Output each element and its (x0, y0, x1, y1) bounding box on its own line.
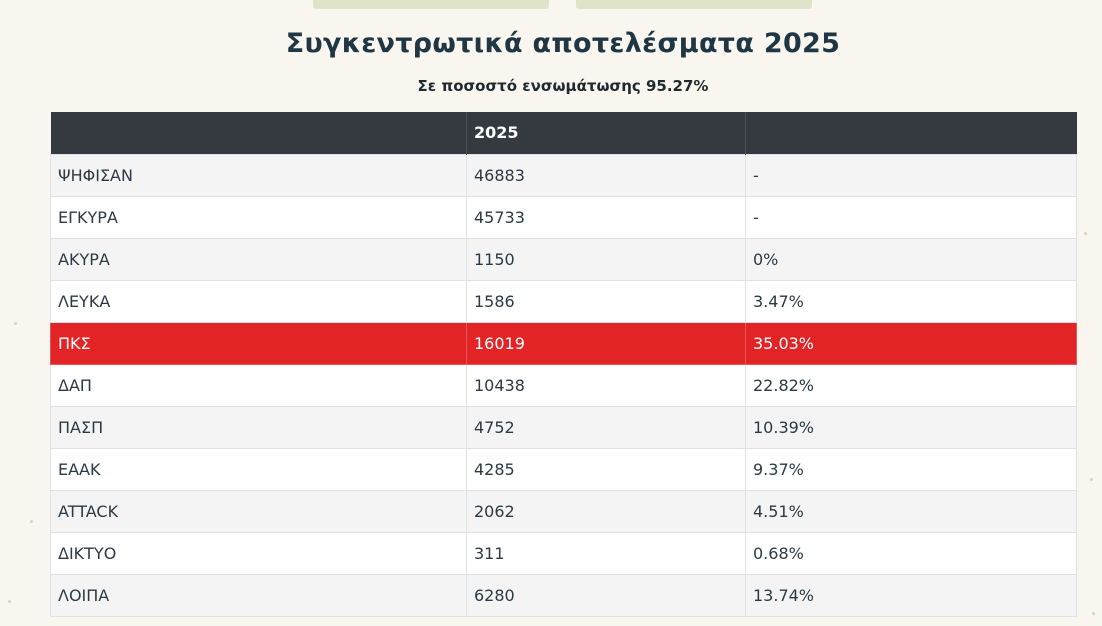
table-row: ΔΑΠ 10438 22.82% (50, 363, 1077, 407)
top-tab-left[interactable] (313, 0, 549, 9)
row-percent: 4.51% (745, 489, 1077, 533)
row-votes: 1150 (466, 237, 746, 281)
row-percent: 0.68% (745, 531, 1077, 575)
header-row: 2025 (50, 112, 1077, 154)
background-speck (1092, 612, 1095, 615)
row-votes: 2062 (466, 489, 746, 533)
row-percent: - (745, 195, 1077, 239)
table-row-highlighted: ΠΚΣ 16019 35.03% (50, 321, 1077, 365)
table-row: ΛΟΙΠΑ 6280 13.74% (50, 573, 1077, 617)
page-subtitle: Σε ποσοστό ενσωμάτωσης 95.27% (417, 77, 709, 95)
header-cell-label (51, 112, 467, 154)
row-label: ΔΑΠ (50, 363, 467, 407)
row-label: ΑΚΥΡΑ (50, 237, 467, 281)
row-votes: 4752 (466, 405, 746, 449)
background-speck (30, 520, 33, 523)
table-row: ΔΙΚΤΥΟ 311 0.68% (50, 531, 1077, 575)
row-label: ΕΓΚΥΡΑ (50, 195, 467, 239)
row-votes: 10438 (466, 363, 746, 407)
row-votes: 311 (466, 531, 746, 575)
page-title: Συγκεντρωτικά αποτελέσματα 2025 (285, 28, 841, 59)
background-speck (1084, 232, 1087, 235)
row-label: ΠΚΣ (50, 321, 467, 365)
row-votes: 46883 (466, 153, 746, 197)
row-percent: 22.82% (745, 363, 1077, 407)
row-percent: 10.39% (745, 405, 1077, 449)
row-percent: 9.37% (745, 447, 1077, 491)
row-votes: 16019 (466, 321, 746, 365)
row-label: ΕΑΑΚ (50, 447, 467, 491)
row-votes: 4285 (466, 447, 746, 491)
row-label: ΨΗΦΙΣΑΝ (50, 153, 467, 197)
results-table: 2025 ΨΗΦΙΣΑΝ 46883 - ΕΓΚΥΡΑ 45733 - ΑΚΥΡ… (50, 112, 1077, 617)
row-percent: 3.47% (745, 279, 1077, 323)
background-speck (1090, 478, 1093, 481)
header-cell-year: 2025 (466, 112, 746, 154)
table-row: ΕΓΚΥΡΑ 45733 - (50, 195, 1077, 239)
background-speck (14, 322, 17, 325)
header-cell-percent (745, 112, 1077, 154)
table-row: ΨΗΦΙΣΑΝ 46883 - (50, 153, 1077, 197)
table-row: ATTACK 2062 4.51% (50, 489, 1077, 533)
row-label: ΛΕΥΚΑ (50, 279, 467, 323)
row-percent: 0% (745, 237, 1077, 281)
row-label: ΠΑΣΠ (50, 405, 467, 449)
background-speck (8, 600, 11, 603)
row-votes: 6280 (466, 573, 746, 617)
row-percent: 13.74% (745, 573, 1077, 617)
table-row: ΠΑΣΠ 4752 10.39% (50, 405, 1077, 449)
row-label: ΔΙΚΤΥΟ (50, 531, 467, 575)
table-row: ΕΑΑΚ 4285 9.37% (50, 447, 1077, 491)
table-row: ΛΕΥΚΑ 1586 3.47% (50, 279, 1077, 323)
row-votes: 45733 (466, 195, 746, 239)
top-tab-right[interactable] (576, 0, 812, 9)
table-row: ΑΚΥΡΑ 1150 0% (50, 237, 1077, 281)
row-percent: 35.03% (745, 321, 1077, 365)
row-votes: 1586 (466, 279, 746, 323)
row-percent: - (745, 153, 1077, 197)
results-table-header: 2025 (50, 112, 1077, 154)
row-label: ΛΟΙΠΑ (50, 573, 467, 617)
results-table-body: ΨΗΦΙΣΑΝ 46883 - ΕΓΚΥΡΑ 45733 - ΑΚΥΡΑ 115… (50, 153, 1077, 617)
row-label: ATTACK (50, 489, 467, 533)
